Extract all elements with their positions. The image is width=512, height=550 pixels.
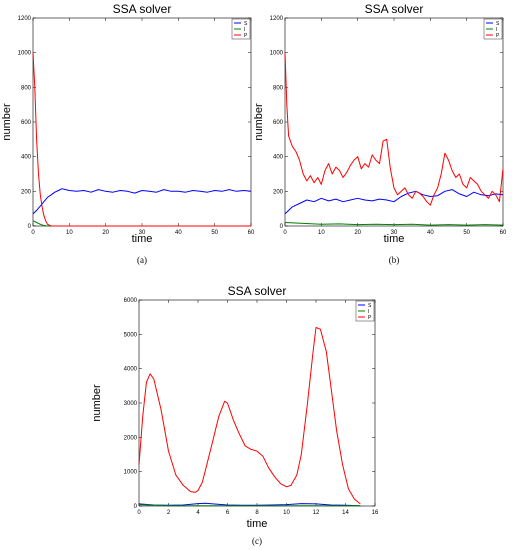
series-line-P <box>32 52 251 227</box>
x-tick-label: 20 <box>102 230 109 236</box>
y-tick-label: 200 <box>21 189 32 195</box>
series-line-S <box>32 188 252 215</box>
x-tick-label: 40 <box>427 230 434 236</box>
figure-caption: (b) <box>389 255 400 265</box>
chart-a: 0 10 20 30 40 50 60020040060080010001200SIPSSA… <box>1 2 255 265</box>
y-tick-label: 4000 <box>124 367 138 373</box>
y-tick-label: 1000 <box>270 51 284 57</box>
x-axis-label: time <box>384 233 405 245</box>
y-tick-label: 6000 <box>124 298 138 304</box>
y-axis-label: number <box>253 103 265 141</box>
y-tick-label: 800 <box>21 85 32 91</box>
x-tick-label: 40 <box>175 230 182 236</box>
x-tick-label: 4 <box>196 510 200 516</box>
x-tick-label: 16 <box>372 510 379 516</box>
y-tick-label: 1200 <box>270 16 284 22</box>
y-tick-label: 400 <box>273 155 284 161</box>
figure-caption: (a) <box>137 255 147 265</box>
legend-entry-P: P <box>496 33 500 39</box>
legend-entry-S: S <box>496 21 500 27</box>
x-tick-label: 50 <box>211 230 218 236</box>
legend-entry-S: S <box>244 21 248 27</box>
series-line-P <box>138 327 361 505</box>
legend-entry-I: I <box>244 27 245 33</box>
series-line-I <box>138 504 361 507</box>
plot-area <box>138 299 376 507</box>
legend-entry-I: I <box>496 27 497 33</box>
figure-caption: (c) <box>252 536 262 546</box>
legend-entry-P: P <box>244 33 248 39</box>
chart-b: 0 10 20 30 40 50 60020040060080010001200SIPSSA… <box>253 2 507 265</box>
x-tick-label: 50 <box>463 230 470 236</box>
legend-entry-P: P <box>368 315 372 321</box>
y-tick-label: 600 <box>273 120 284 126</box>
x-tick-label: 30 <box>391 230 398 236</box>
x-axis-label: time <box>132 233 153 245</box>
series-line-S <box>284 189 504 215</box>
y-tick-label: 0 <box>28 224 32 230</box>
x-tick-label: 8 <box>255 510 259 516</box>
series-line-P <box>284 52 504 206</box>
y-tick-label: 400 <box>21 155 32 161</box>
x-tick-label: 10 <box>66 230 73 236</box>
y-tick-label: 5000 <box>124 332 138 338</box>
x-tick-label: 14 <box>342 510 349 516</box>
x-tick-label: 10 <box>318 230 325 236</box>
y-tick-label: 200 <box>273 189 284 195</box>
y-tick-label: 2000 <box>124 435 138 441</box>
chart-title: SSA solver <box>228 284 287 298</box>
y-tick-label: 1000 <box>124 470 138 476</box>
y-tick-label: 600 <box>21 120 32 126</box>
y-tick-label: 3000 <box>124 401 138 407</box>
y-axis-label: number <box>91 384 103 422</box>
x-tick-label: 12 <box>313 510 320 516</box>
plot-area <box>284 17 504 227</box>
legend-entry-S: S <box>368 303 372 309</box>
x-tick-label: 0 <box>283 230 287 236</box>
y-tick-label: 800 <box>273 85 284 91</box>
y-tick-label: 1000 <box>18 51 32 57</box>
legend-entry-I: I <box>368 309 369 315</box>
y-axis-label: number <box>1 103 13 141</box>
x-tick-label: 2 <box>167 510 171 516</box>
x-tick-label: 10 <box>283 510 290 516</box>
y-tick-label: 1200 <box>18 16 32 22</box>
chart-title: SSA solver <box>113 2 172 16</box>
y-tick-label: 0 <box>280 224 284 230</box>
x-tick-label: 6 <box>226 510 230 516</box>
x-axis-label: time <box>247 518 268 530</box>
x-tick-label: 0 <box>137 510 141 516</box>
plot-area <box>32 17 252 227</box>
x-tick-label: 60 <box>248 230 255 236</box>
x-tick-label: 60 <box>500 230 507 236</box>
chart-c: 0 2 4 6 8 10 12 14 16 0 1000 2000 3000 4000 5000 6000 SI… <box>91 284 379 546</box>
x-tick-label: 20 <box>354 230 361 236</box>
x-tick-label: 0 <box>31 230 35 236</box>
chart-title: SSA solver <box>365 2 424 16</box>
x-tick-label: 30 <box>139 230 146 236</box>
y-tick-label: 0 <box>134 504 138 510</box>
series-line-I <box>284 222 504 226</box>
